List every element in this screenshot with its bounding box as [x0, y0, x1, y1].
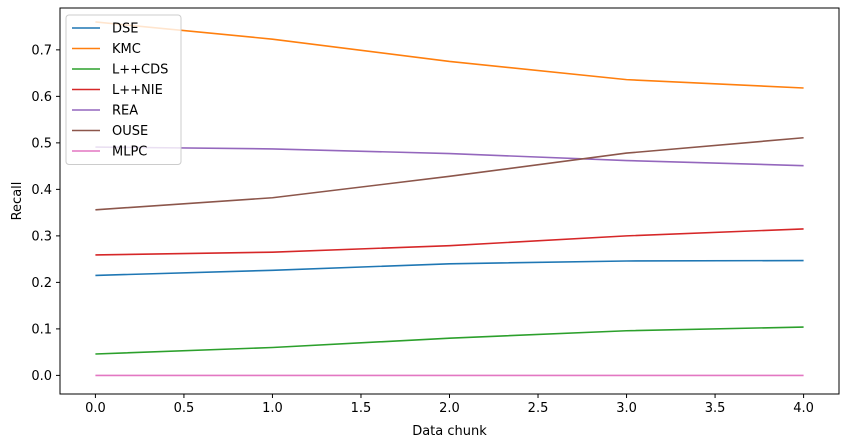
y-axis: 0.0 0.1 0.2 0.3 0.4 0.5 0.6 0.7 [31, 43, 60, 384]
x-tick-label: 3.5 [705, 401, 726, 416]
legend-label-kmc: KMC [112, 42, 141, 57]
series-line-ouse [95, 136, 804, 211]
legend-label-l-cds: L++CDS [112, 63, 168, 78]
series-line-rea [95, 146, 804, 167]
x-tick-label: 0.5 [174, 401, 195, 416]
legend-label-l-nie: L++NIE [112, 83, 163, 98]
y-tick-label: 0.3 [31, 229, 52, 244]
legend-label-mlpc: MLPC [112, 145, 147, 160]
legend-box [65, 14, 182, 165]
x-axis-label: Data chunk [412, 424, 487, 439]
y-tick-label: 0.6 [31, 90, 52, 105]
legend-label-dse: DSE [112, 22, 138, 37]
series-line-kmc [95, 21, 804, 89]
legend-label-rea: REA [112, 104, 138, 119]
series-line-dse [95, 259, 804, 277]
y-tick-label: 0.0 [31, 369, 52, 384]
x-tick-label: 1.5 [351, 401, 372, 416]
x-tick-label: 1.0 [262, 401, 283, 416]
series-layer [95, 21, 804, 377]
legend-label-ouse: OUSE [112, 124, 148, 139]
x-tick-label: 4.0 [793, 401, 814, 416]
y-axis-label: Recall [10, 182, 25, 221]
y-tick-label: 0.4 [31, 183, 52, 198]
x-axis: 0.0 0.5 1.0 1.5 2.0 2.5 3.0 3.5 4.0 [85, 394, 814, 416]
y-tick-label: 0.5 [31, 136, 52, 151]
x-tick-label: 2.0 [439, 401, 460, 416]
series-line-l-cds [95, 326, 804, 355]
series-line-l-nie [95, 228, 804, 256]
x-tick-label: 0.0 [85, 401, 106, 416]
y-tick-label: 0.2 [31, 276, 52, 291]
x-tick-label: 2.5 [528, 401, 549, 416]
legend: DSE KMC L++CDS L++NIE REA OUSE MLPC [65, 14, 182, 165]
y-tick-label: 0.1 [31, 322, 52, 337]
x-tick-label: 3.0 [616, 401, 637, 416]
y-tick-label: 0.7 [31, 43, 52, 58]
